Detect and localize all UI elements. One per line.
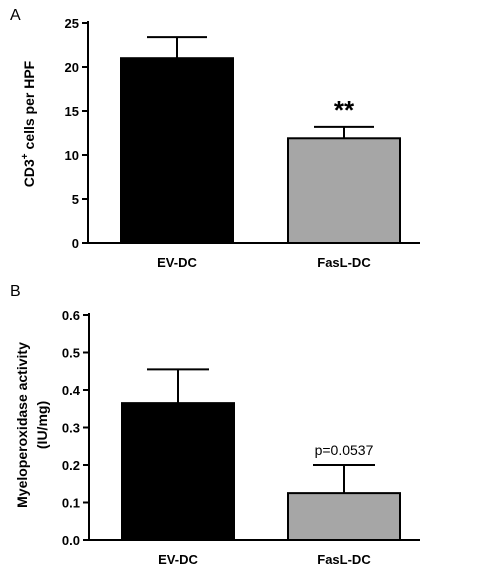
x-category-label: FasL-DC	[317, 255, 371, 270]
panel-b-plot-area: 0.0 0.1 0.2 0.3 0.4 0.5 0.6 EV-DC FasL-DC p=0.053…	[62, 308, 420, 567]
y-tick-label: 0	[72, 236, 79, 251]
x-category-label: EV-DC	[158, 552, 198, 567]
significance-annotation: **	[334, 95, 355, 125]
y-tick-label: 0.4	[62, 383, 81, 398]
bar-ev-dc	[120, 57, 234, 245]
y-tick-label: 0.0	[62, 533, 80, 548]
bar-fasl-dc	[287, 137, 401, 244]
y-tick-label: 15	[65, 104, 79, 119]
y-tick-label: 0.1	[62, 496, 80, 511]
y-tick-label: 20	[65, 60, 79, 75]
significance-annotation: p=0.0537	[315, 442, 374, 458]
y-tick-label: 0.2	[62, 458, 80, 473]
x-category-label: EV-DC	[157, 255, 197, 270]
panel-a-plot-area: 0 5 10 15 20 25 EV-DC FasL-DC **	[65, 16, 420, 270]
panel-b-y-axis-label-line1: Myeloperoxidase activity	[14, 342, 30, 508]
y-tick-label: 5	[72, 192, 79, 207]
panel-a-letter: A	[10, 7, 21, 24]
x-category-label: FasL-DC	[317, 552, 371, 567]
panel-a-y-axis-label: CD3+ cells per HPF	[20, 60, 37, 187]
bar-ev-dc	[121, 402, 235, 541]
bar-fasl-dc	[287, 492, 401, 541]
panel-b-letter: B	[10, 283, 21, 300]
panel-b: B Myeloperoxidase activity (IU/mg) 0.00.…	[10, 283, 420, 567]
y-tick-label: 0.5	[62, 346, 80, 361]
panel-a: A CD3+ cells per HPF 0 5 10 15 20 25 EV-DC FasL…	[10, 7, 420, 270]
panel-b-y-axis-label-line2: (IU/mg)	[34, 401, 50, 449]
y-tick-label: 25	[65, 16, 79, 31]
y-tick-label: 10	[65, 148, 79, 163]
y-tick-label: 0.6	[62, 308, 80, 323]
y-tick-label: 0.3	[62, 421, 80, 436]
